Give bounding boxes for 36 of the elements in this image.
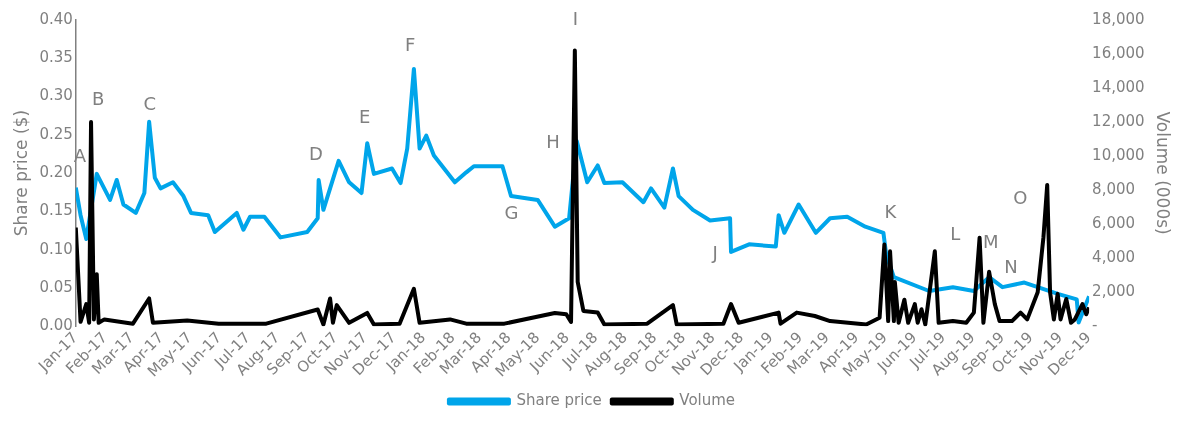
legend-label: Share price [516, 391, 602, 410]
y-tick-label: 0.40 [39, 9, 73, 28]
annotation: E [358, 106, 371, 128]
y-tick-label: 0.05 [39, 277, 73, 296]
annotation: F [405, 34, 416, 56]
annotation: G [504, 201, 519, 223]
annotation: B [91, 87, 105, 109]
y-tick-label: 0.20 [39, 162, 73, 181]
y2-tick-label: 8,000 [1092, 180, 1136, 199]
y-tick-label: 0.15 [39, 201, 73, 220]
annotation: K [884, 200, 898, 222]
y2-tick-label: 16,000 [1092, 43, 1145, 62]
y2-tick-label: 10,000 [1092, 145, 1145, 164]
y2-tick-label: - [1092, 316, 1098, 335]
y-tick-label: 0.35 [39, 48, 73, 67]
y-tick-label: 0.30 [39, 86, 73, 105]
y2-tick-label: 12,000 [1092, 111, 1145, 130]
legend-label: Volume [679, 391, 736, 410]
annotation: D [309, 143, 323, 165]
y-axis-title: Share price ($) [10, 109, 31, 237]
annotation: L [950, 222, 961, 244]
annotation: M [983, 230, 999, 252]
annotation: O [1013, 187, 1028, 209]
y2-tick-label: 6,000 [1092, 214, 1136, 233]
annotation: N [1004, 256, 1018, 278]
annotation: C [143, 93, 157, 115]
annotation: H [546, 130, 560, 152]
y2-axis-title: Volume (000s) [1153, 111, 1174, 235]
y-tick-label: 0.10 [39, 239, 73, 258]
y2-tick-label: 4,000 [1092, 248, 1136, 267]
y2-tick-label: 2,000 [1092, 282, 1136, 301]
y2-tick-label: 18,000 [1092, 9, 1145, 28]
y-tick-label: 0.25 [39, 124, 73, 143]
annotation: I [572, 7, 579, 29]
annotation: J [711, 241, 718, 263]
y2-tick-label: 14,000 [1092, 77, 1145, 96]
